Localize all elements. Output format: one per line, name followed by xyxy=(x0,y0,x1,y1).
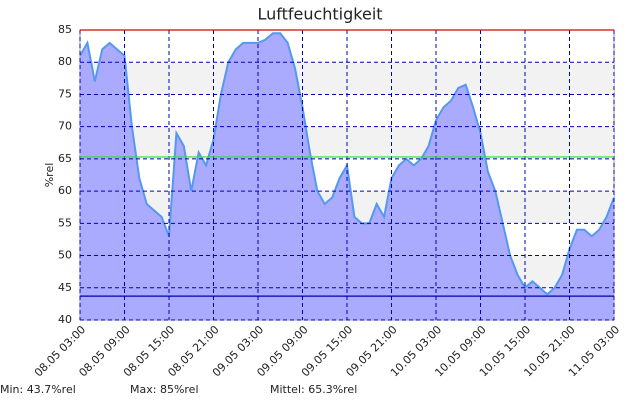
y-tick-label: 80 xyxy=(58,55,72,68)
y-axis-label: %rel xyxy=(43,163,56,188)
summary-label: Min: 43.7%rel xyxy=(0,383,76,396)
chart-title: Luftfeuchtigkeit xyxy=(257,5,382,24)
y-tick-label: 55 xyxy=(58,216,72,229)
y-tick-label: 40 xyxy=(58,313,72,326)
y-tick-label: 70 xyxy=(58,120,72,133)
y-tick-label: 85 xyxy=(58,23,72,36)
y-tick-label: 60 xyxy=(58,184,72,197)
y-tick-label: 50 xyxy=(58,249,72,262)
y-tick-label: 45 xyxy=(58,281,72,294)
y-tick-label: 75 xyxy=(58,87,72,100)
summary-label: Mittel: 65.3%rel xyxy=(270,383,357,396)
summary-label: Max: 85%rel xyxy=(130,383,199,396)
y-tick-label: 65 xyxy=(58,152,72,165)
